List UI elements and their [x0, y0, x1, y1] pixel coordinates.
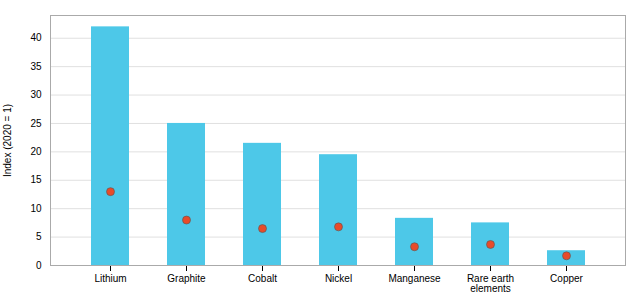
svg-text:Rare earthelements: Rare earthelements — [467, 273, 514, 294]
svg-text:5: 5 — [36, 231, 42, 242]
svg-text:40: 40 — [30, 32, 42, 43]
svg-text:Nickel: Nickel — [325, 273, 352, 284]
svg-text:30: 30 — [30, 89, 42, 100]
svg-text:Lithium: Lithium — [94, 273, 126, 284]
svg-text:15: 15 — [30, 174, 42, 185]
svg-text:20: 20 — [30, 146, 42, 157]
svg-text:Index (2020 = 1): Index (2020 = 1) — [2, 104, 13, 177]
svg-text:Manganese: Manganese — [388, 273, 441, 284]
svg-text:0: 0 — [36, 260, 42, 271]
svg-text:35: 35 — [30, 61, 42, 72]
svg-text:10: 10 — [30, 203, 42, 214]
svg-text:25: 25 — [30, 118, 42, 129]
svg-text:Cobalt: Cobalt — [248, 273, 277, 284]
svg-text:Copper: Copper — [550, 273, 583, 284]
svg-text:Graphite: Graphite — [167, 273, 206, 284]
